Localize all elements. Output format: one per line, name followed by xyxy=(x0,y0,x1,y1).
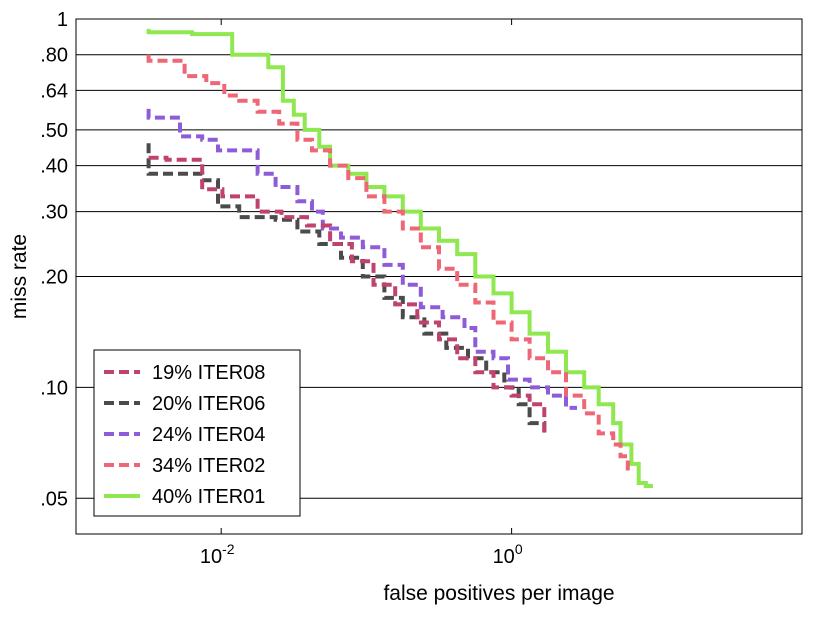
y-tick-label: .05 xyxy=(40,488,68,510)
legend: 19% ITER08 20% ITER06 24% ITER04 34% ITER02… xyxy=(93,349,301,517)
y-tick-label: .80 xyxy=(40,45,68,67)
series-lines xyxy=(146,28,653,488)
y-axis-title: miss rate xyxy=(8,234,31,319)
y-tick-label: .40 xyxy=(40,156,68,178)
y-tick-label: .50 xyxy=(40,120,68,142)
series-line xyxy=(146,143,547,434)
series-line xyxy=(146,28,653,488)
x-tick-label: 10-2 xyxy=(200,541,235,568)
legend-label: 40% ITER01 xyxy=(152,486,265,508)
x-axis-title: false positives per image xyxy=(383,582,614,605)
axis-ticks: 1 .80 .64 .50 .40 .30 .20 .10 .05 10-2 100 xyxy=(40,9,523,568)
series-line xyxy=(146,108,577,410)
y-tick-label: .64 xyxy=(40,80,68,102)
y-tick-label: .30 xyxy=(40,202,68,224)
legend-label: 19% ITER08 xyxy=(152,362,265,384)
y-tick-label: 1 xyxy=(57,9,68,31)
legend-label: 24% ITER04 xyxy=(152,424,265,446)
y-tick-label: .20 xyxy=(40,267,68,289)
legend-label: 20% ITER06 xyxy=(152,393,265,415)
series-line xyxy=(148,155,547,434)
grid-lines xyxy=(76,18,802,499)
y-tick-label: .10 xyxy=(40,377,68,399)
plot-frame xyxy=(75,18,803,535)
x-tick-label: 100 xyxy=(493,541,523,568)
series-line xyxy=(146,54,630,475)
legend-label: 34% ITER02 xyxy=(152,455,265,477)
